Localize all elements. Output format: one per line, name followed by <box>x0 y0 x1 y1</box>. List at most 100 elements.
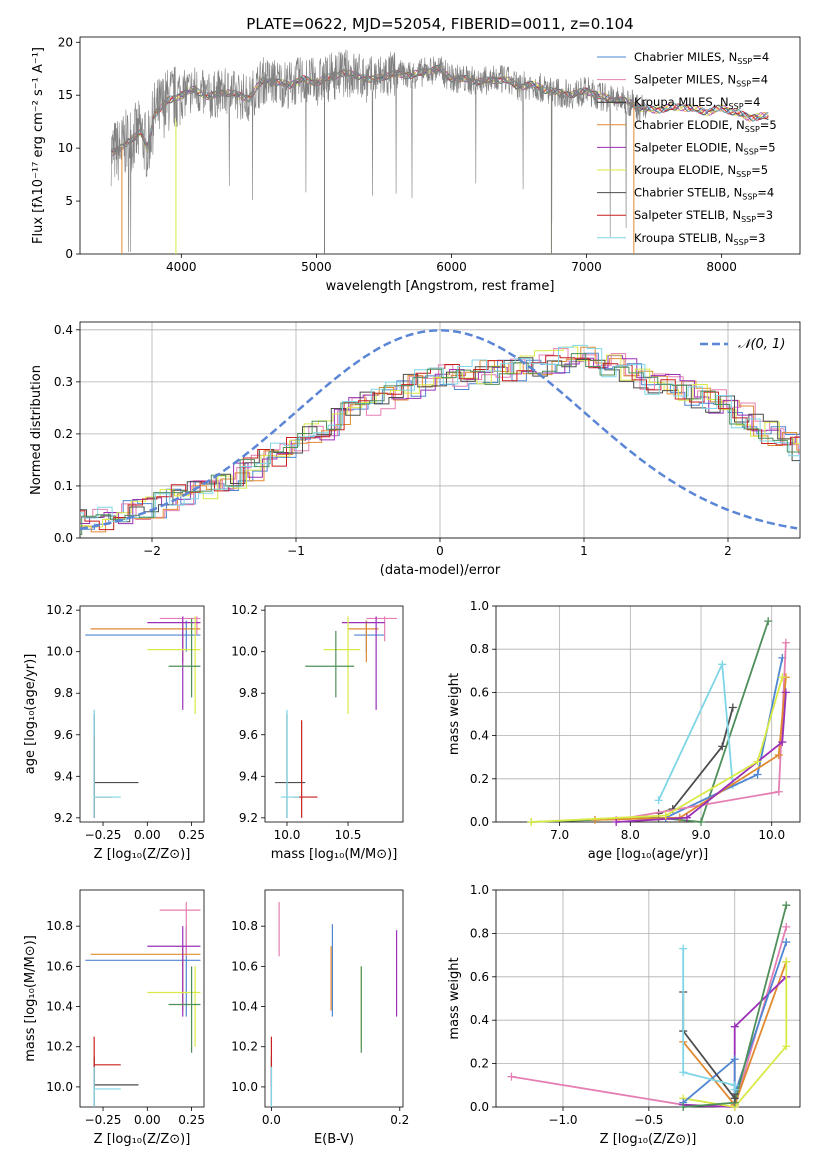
y-tick-label: 10.8 <box>46 919 73 933</box>
data-spectrum <box>110 49 648 252</box>
y-axis-label: mass weight <box>447 673 462 755</box>
spectrum-axes: 4000 5000 6000 7000 8000 0 5 10 15 20 wavelength [… <box>31 15 801 294</box>
y-tick-label: 0.2 <box>470 772 489 786</box>
legend-label-tail: =4 <box>752 50 769 64</box>
legend-label-main: Chabrier STELIB, N <box>634 186 742 200</box>
mass-weight-line <box>683 961 788 1108</box>
mass-weight-line <box>594 677 787 821</box>
y-tick-label: 0.6 <box>470 685 489 699</box>
legend-label: 𝒩(0, 1) <box>738 337 785 352</box>
axes-frame <box>264 605 404 823</box>
legend-label-sub: SSP <box>745 125 760 134</box>
legend-label: Kroupa ELODIE, NSSP=5 <box>634 163 768 179</box>
mass-weight-marker <box>718 660 727 669</box>
x-tick-label: 0.2 <box>390 1113 409 1127</box>
x-axis-label: age [log₁₀(age/yr)] <box>588 847 709 862</box>
x-tick-label: 0.0 <box>262 1113 281 1127</box>
x-tick-label: −1 <box>287 544 305 558</box>
legend-label-tail: =4 <box>744 95 761 109</box>
y-axis-label: Flux [fλ10⁻¹⁷ erg cm⁻² s⁻¹ A⁻¹] <box>31 47 46 244</box>
y-tick-label: 9.4 <box>54 769 73 783</box>
x-tick-label: −0.25 <box>85 828 122 842</box>
mass-weight-marker <box>682 813 691 822</box>
y-tick-label: 10.2 <box>231 1040 258 1054</box>
histogram-salpeter_stelib <box>80 355 800 531</box>
x-tick-label: 6000 <box>436 260 467 274</box>
y-tick-label: 9.8 <box>54 686 73 700</box>
x-tick-label: 9.0 <box>691 828 710 842</box>
legend-label: Salpeter MILES, NSSP=4 <box>634 73 768 89</box>
mass-weight-marker <box>774 787 783 796</box>
x-tick-label: 4000 <box>166 260 197 274</box>
x-tick-label: 10.5 <box>335 828 362 842</box>
mass-weight-marker <box>753 757 762 766</box>
legend-label-sub: SSP <box>742 193 757 202</box>
legend-label: Kroupa MILES, NSSP=4 <box>634 95 760 111</box>
mass-weight-marker <box>764 617 773 626</box>
mass-weight-marker <box>661 811 670 820</box>
histogram-chabrier_stelib <box>80 357 800 523</box>
y-tick-label: 0.4 <box>54 323 73 337</box>
y-axis-label: mass weight <box>447 957 462 1039</box>
mass-weight-marker <box>728 703 737 712</box>
histogram-green <box>80 353 800 535</box>
y-tick-label: 10.4 <box>46 1000 73 1014</box>
mass-weight-marker <box>679 1103 688 1111</box>
legend-label-sub: SSP <box>729 102 744 111</box>
legend-label-tail: =5 <box>751 163 768 177</box>
chart-title: PLATE=0622, MJD=52054, FIBERID=0011, z=0… <box>246 15 633 33</box>
mass-weight-marker <box>778 738 787 747</box>
y-tick-label: 10 <box>58 141 73 155</box>
y-tick-label: 0 <box>65 247 73 261</box>
x-tick-label: 0.00 <box>134 828 161 842</box>
legend-label: Chabrier MILES, NSSP=4 <box>634 50 769 66</box>
x-tick-label: 0.25 <box>178 828 205 842</box>
histogram-steps <box>80 329 800 535</box>
mass-weight-marker <box>527 818 536 826</box>
mass-weight-marker <box>782 957 791 966</box>
x-tick-label: 10.0 <box>274 828 301 842</box>
legend-label: Kroupa STELIB, NSSP=3 <box>634 231 765 247</box>
y-axis-label: Normed distribution <box>29 365 44 495</box>
mass-weight-line <box>682 941 788 1104</box>
legend-label-sub: SSP <box>741 215 756 224</box>
legend-label-main: Kroupa MILES, N <box>634 95 729 109</box>
y-tick-label: 0.4 <box>470 1013 489 1027</box>
legend-label-main: Salpeter STELIB, N <box>634 208 741 222</box>
y-tick-label: 0.2 <box>470 1057 489 1071</box>
spectrum-curves <box>110 49 769 254</box>
mass-weight-marker <box>612 818 621 826</box>
mass-ebv-axes: 0.0 0.2 10.0 10.2 10.4 10.6 10.8 E(B-V) <box>231 889 409 1147</box>
histogram-chabrier_elodie <box>80 346 800 533</box>
y-tick-label: 10.0 <box>231 1080 258 1094</box>
y-tick-label: 9.4 <box>239 769 258 783</box>
mass-weight-marker <box>730 1085 739 1094</box>
legend-label: Salpeter ELODIE, NSSP=5 <box>634 140 776 156</box>
legend-label-sub: SSP <box>734 238 749 247</box>
x-axis-label: Z [log₁₀(Z/Z⊙)] <box>94 1132 191 1147</box>
axes-frame <box>79 36 801 255</box>
spectrum-legend: Chabrier MILES, NSSP=4 Salpeter MILES, NS… <box>597 50 777 247</box>
x-tick-label: 7.0 <box>550 828 569 842</box>
x-tick-label: 10.0 <box>758 828 785 842</box>
x-tick-label: −1.0 <box>548 1113 577 1127</box>
legend-label-tail: =3 <box>749 231 766 245</box>
mass-weight-marker <box>782 922 791 931</box>
y-tick-label: 0.4 <box>470 729 489 743</box>
y-tick-label: 9.2 <box>239 811 258 825</box>
y-tick-label: 0.2 <box>54 427 73 441</box>
axes-frame <box>79 889 205 1108</box>
x-axis-label: E(B-V) <box>314 1132 354 1147</box>
mass-weight-marker <box>730 1022 739 1031</box>
y-tick-label: 10.4 <box>231 1000 258 1014</box>
y-tick-label: 10.0 <box>231 645 258 659</box>
legend-label-tail: =5 <box>759 140 776 154</box>
y-tick-label: 0.0 <box>470 1100 489 1114</box>
mass-weight-line <box>682 992 736 1101</box>
legend-label-main: Chabrier ELODIE, N <box>634 118 745 132</box>
x-tick-label: 2 <box>724 544 732 558</box>
mass-weight-line <box>616 692 787 823</box>
histogram-chabrier_miles <box>80 352 800 530</box>
mass-weight-line <box>682 948 736 1090</box>
